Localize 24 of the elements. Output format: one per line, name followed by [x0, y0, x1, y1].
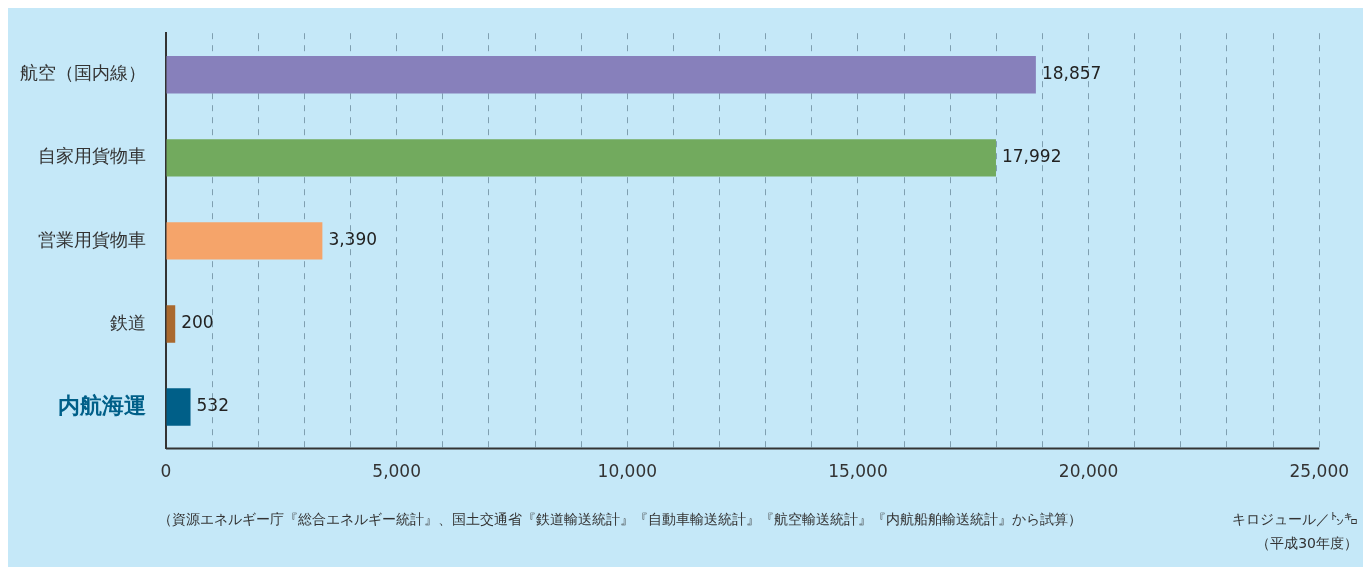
- data-label: 18,857: [1041, 63, 1102, 84]
- data-label: 3,390: [328, 229, 378, 250]
- x-axis-title: キロジュール／㌧㌔: [1232, 511, 1358, 528]
- x-tick-label: 0: [160, 461, 172, 482]
- data-label: 17,992: [1001, 146, 1062, 167]
- bar: [166, 222, 323, 260]
- text: （平成30年度）: [1256, 535, 1358, 552]
- bar: [166, 388, 191, 426]
- y-tick-label: 鉄道: [110, 311, 146, 333]
- data-label: 200: [181, 312, 214, 333]
- x-tick-label: 10,000: [597, 461, 658, 482]
- text: （資源エネルギー庁『総合エネルギー統計』、国土交通省『鉄道輸送統計』『自動車輸送統計』『航空輸送統計』『内航船舶輸送統計』から試算）: [158, 511, 1082, 528]
- bar: [166, 56, 1036, 94]
- bar: [166, 305, 176, 343]
- y-tick-label: 航空（国内線）: [20, 62, 146, 84]
- data-label: 532: [196, 395, 229, 416]
- y-tick-label: 内航海運: [58, 392, 146, 418]
- y-tick-label: 営業用貨物車: [38, 228, 146, 250]
- x-tick-label: 15,000: [828, 461, 888, 482]
- x-tick-label: 25,000: [1289, 461, 1349, 482]
- y-tick-label: 自家用貨物車: [38, 145, 146, 167]
- x-tick-label: 20,000: [1058, 461, 1119, 482]
- bar: [166, 139, 996, 177]
- x-tick-label: 5,000: [372, 461, 421, 482]
